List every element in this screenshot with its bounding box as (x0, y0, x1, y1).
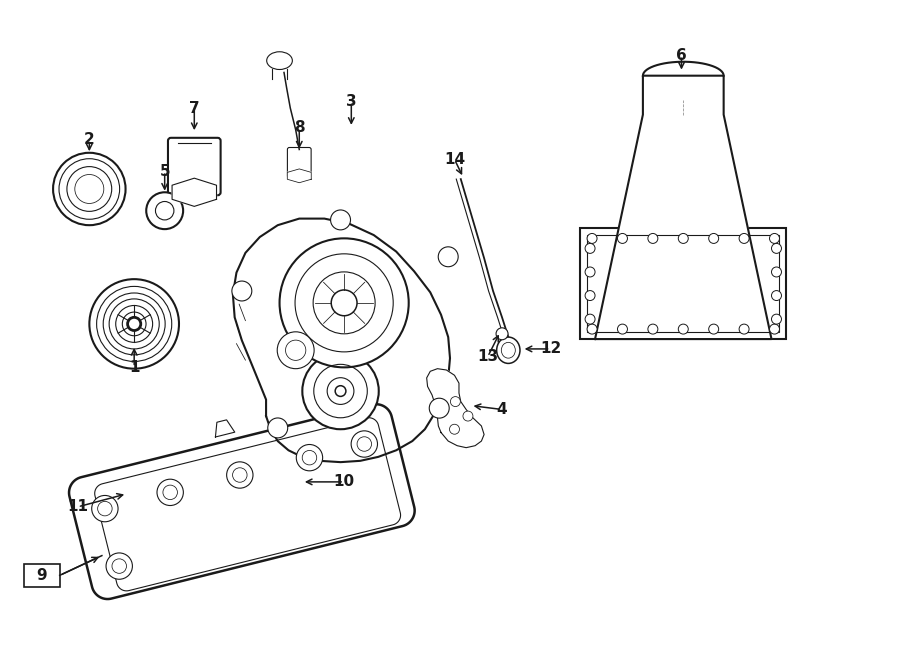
Polygon shape (427, 369, 484, 447)
FancyBboxPatch shape (23, 564, 59, 586)
Text: 4: 4 (497, 402, 508, 417)
Polygon shape (287, 169, 311, 182)
Text: 13: 13 (477, 349, 499, 364)
Circle shape (277, 332, 314, 369)
Text: 3: 3 (346, 94, 356, 109)
Circle shape (128, 317, 140, 330)
Circle shape (770, 324, 779, 334)
Polygon shape (69, 405, 415, 599)
Circle shape (280, 239, 409, 368)
Circle shape (268, 418, 288, 438)
Circle shape (585, 314, 595, 324)
Circle shape (587, 324, 597, 334)
Circle shape (771, 267, 781, 277)
Ellipse shape (497, 337, 520, 364)
Circle shape (92, 496, 118, 522)
Circle shape (330, 210, 350, 230)
Circle shape (302, 353, 379, 429)
Circle shape (106, 553, 132, 579)
Circle shape (587, 233, 597, 243)
Circle shape (708, 233, 719, 243)
Circle shape (585, 243, 595, 253)
Circle shape (232, 281, 252, 301)
Circle shape (331, 290, 357, 316)
Circle shape (617, 233, 627, 243)
Circle shape (463, 411, 473, 421)
Circle shape (351, 431, 377, 457)
Polygon shape (233, 219, 450, 462)
Text: 8: 8 (294, 120, 304, 136)
Circle shape (585, 291, 595, 301)
Circle shape (739, 324, 749, 334)
Circle shape (438, 247, 458, 267)
Circle shape (679, 233, 688, 243)
Circle shape (708, 324, 719, 334)
Text: 6: 6 (676, 48, 687, 63)
Ellipse shape (266, 52, 292, 69)
Text: 5: 5 (159, 164, 170, 178)
Circle shape (449, 424, 460, 434)
FancyBboxPatch shape (287, 147, 311, 178)
Circle shape (648, 324, 658, 334)
Circle shape (496, 328, 508, 340)
Circle shape (648, 233, 658, 243)
Polygon shape (595, 75, 771, 339)
Text: 7: 7 (189, 100, 200, 116)
Polygon shape (172, 178, 217, 206)
Circle shape (335, 386, 346, 397)
FancyBboxPatch shape (580, 229, 787, 339)
Circle shape (146, 192, 183, 229)
Circle shape (771, 243, 781, 253)
Circle shape (156, 202, 174, 220)
Circle shape (67, 167, 112, 212)
Circle shape (89, 279, 179, 369)
Circle shape (227, 462, 253, 488)
Text: 9: 9 (37, 568, 47, 583)
Circle shape (739, 233, 749, 243)
FancyBboxPatch shape (168, 137, 220, 195)
Circle shape (770, 233, 779, 243)
Text: 11: 11 (68, 500, 88, 514)
Circle shape (585, 267, 595, 277)
Circle shape (771, 291, 781, 301)
Polygon shape (215, 420, 235, 437)
Polygon shape (643, 61, 724, 75)
Text: 10: 10 (334, 475, 355, 489)
Text: 12: 12 (540, 342, 561, 356)
Text: 14: 14 (444, 152, 465, 167)
Circle shape (679, 324, 688, 334)
Circle shape (157, 479, 184, 506)
Circle shape (450, 397, 461, 407)
Text: 2: 2 (84, 132, 94, 147)
Circle shape (771, 314, 781, 324)
Circle shape (617, 324, 627, 334)
Circle shape (296, 444, 322, 471)
Circle shape (429, 398, 449, 418)
Text: 1: 1 (129, 360, 140, 375)
Circle shape (53, 153, 126, 225)
